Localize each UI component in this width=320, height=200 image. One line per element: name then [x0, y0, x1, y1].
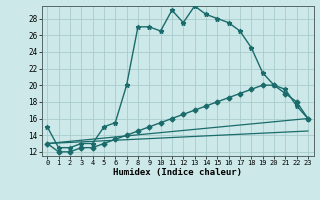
X-axis label: Humidex (Indice chaleur): Humidex (Indice chaleur) [113, 168, 242, 177]
